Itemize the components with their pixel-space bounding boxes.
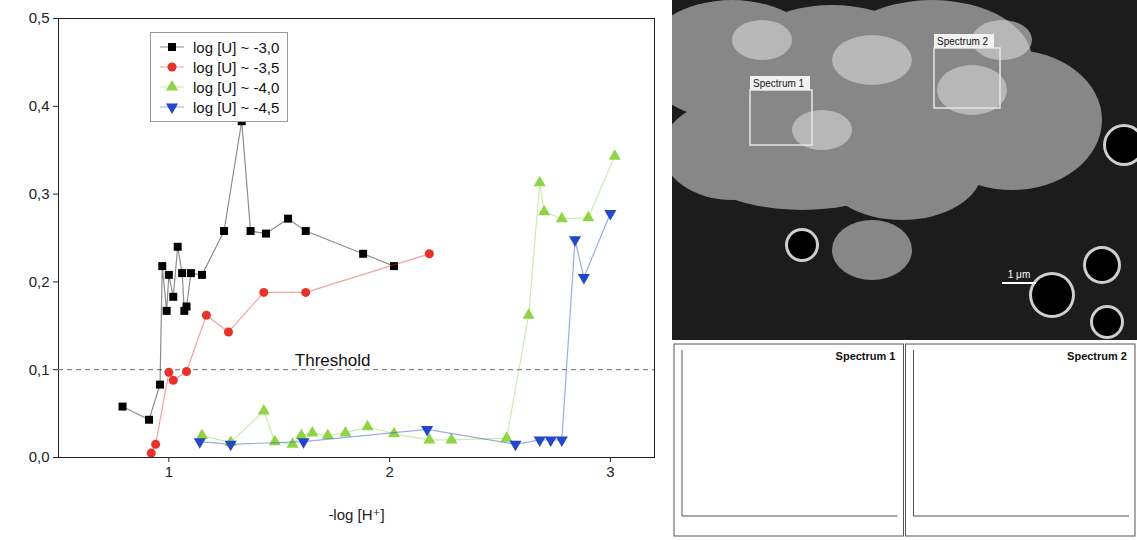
svg-text:0,5: 0,5: [29, 9, 50, 26]
svg-text:0,3: 0,3: [29, 185, 50, 202]
html-text:log [U] ~ -4,5: log [U] ~ -4,5: [193, 98, 280, 116]
svg-text:0,0: 0,0: [29, 448, 50, 465]
svg-text:0,1: 0,1: [29, 361, 50, 378]
svg-text:-log [H⁺]: -log [H⁺]: [328, 506, 384, 523]
svg-text:Threshold: Threshold: [295, 351, 371, 370]
svg-text:1: 1: [165, 463, 173, 480]
svg-text:1 μm: 1 μm: [1008, 269, 1030, 280]
svg-text:3: 3: [606, 463, 614, 480]
html-text:log [U] ~ -4,0: log [U] ~ -4,0: [193, 78, 280, 96]
svg-text:Spectrum 1: Spectrum 1: [836, 350, 896, 362]
svg-text:0,2: 0,2: [29, 273, 50, 290]
svg-text:Spectrum 2: Spectrum 2: [937, 36, 989, 47]
svg-text:0,4: 0,4: [29, 97, 50, 114]
html-text:log [U] ~ -3,5: log [U] ~ -3,5: [193, 58, 280, 76]
html-text:log [U] ~ -3,0: log [U] ~ -3,0: [193, 38, 280, 56]
svg-text:Spectrum 2: Spectrum 2: [1067, 350, 1127, 362]
svg-text:2: 2: [385, 463, 393, 480]
svg-text:Spectrum 1: Spectrum 1: [753, 78, 805, 89]
